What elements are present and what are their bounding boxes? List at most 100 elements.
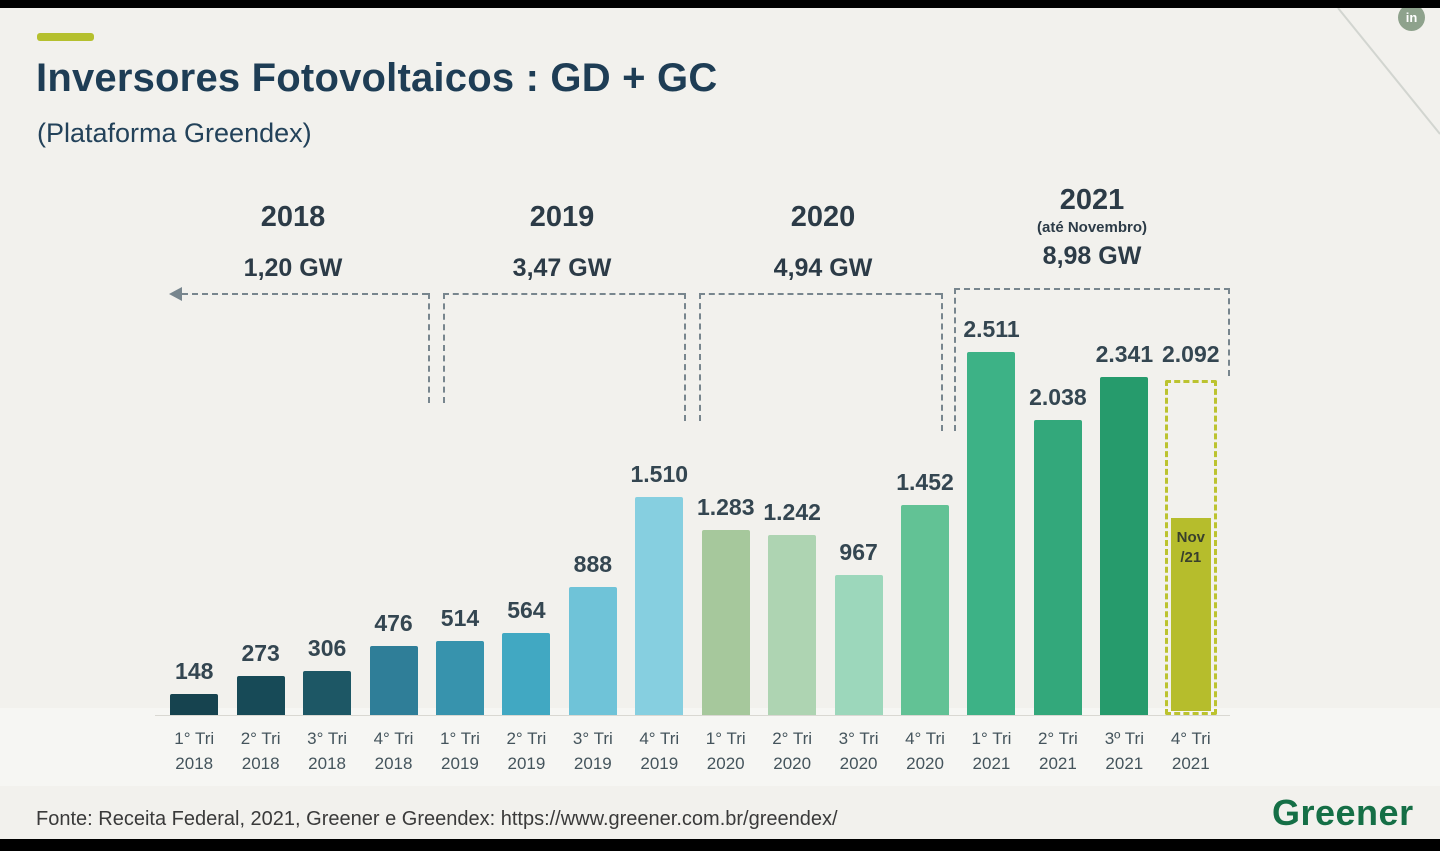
- bracket-2019-line: [443, 293, 684, 295]
- x-tick-label: 4° Tri 2020: [905, 729, 945, 773]
- bracket-2018-line: [182, 293, 428, 295]
- bar-column: 148: [161, 275, 227, 715]
- bar-column: Nov/21 2.092: [1158, 275, 1224, 715]
- bracket-2018-arrow-icon: [169, 287, 182, 301]
- x-tick-label: 4° Tri 2018: [373, 729, 414, 773]
- linkedin-icon[interactable]: in: [1398, 8, 1425, 31]
- year-group-2019: 2019 3,47 GW: [472, 201, 652, 283]
- bracket-2021-end: [1228, 288, 1230, 376]
- bar: [635, 497, 684, 715]
- bar-value-label: 1.283: [696, 494, 755, 520]
- bar-column: 1.242: [759, 275, 825, 715]
- bar: [568, 587, 617, 715]
- bar: [701, 530, 750, 715]
- x-tick-label: 2° Tri 2019: [506, 729, 547, 773]
- x-tick-label: 2° Tri 2020: [772, 729, 813, 773]
- bar: [435, 641, 484, 715]
- bracket-2020-start: [699, 293, 701, 421]
- partial-bar: Nov/21: [1170, 518, 1211, 711]
- bar-column: 967: [825, 275, 891, 715]
- bar: [834, 575, 883, 715]
- bar-column: 1.283: [693, 275, 759, 715]
- axis-band: [0, 708, 1440, 786]
- source-note: Fonte: Receita Federal, 2021, Greener e …: [36, 808, 838, 830]
- bar-value-label: 2.038: [1029, 384, 1087, 410]
- bracket-2018-end: [428, 293, 430, 403]
- bracket-2021-start: [954, 288, 956, 431]
- bar: [170, 694, 219, 715]
- year-total: 1,20 GW: [243, 254, 343, 282]
- bars: 148 273 306 476 514 564 888 1.510 1.283 1.242 967 1…: [161, 275, 1224, 715]
- x-tick-label: 3º Tri 2021: [1104, 729, 1144, 773]
- page-subtitle: (Plataforma Greendex): [37, 118, 312, 148]
- x-tick-label: 4° Tri 2021: [1170, 729, 1211, 773]
- bracket-2019-end: [684, 293, 686, 421]
- partial-bar-label: Nov/21: [1176, 529, 1205, 566]
- x-tick-label: 3° Tri 2019: [572, 729, 613, 773]
- year-total: 3,47 GW: [512, 254, 612, 282]
- year-total: 8,98 GW: [1042, 242, 1142, 270]
- x-tick-label: 1° Tri 2021: [971, 729, 1012, 773]
- bar-value-label: 1.242: [763, 499, 821, 525]
- bar: [502, 633, 551, 715]
- bar-column: 564: [493, 275, 559, 715]
- bar-value-label: 514: [440, 605, 480, 631]
- ticks: 1° Tri 2018 2° Tri 2018 3° Tri 2018 4° Tri 2018…: [161, 727, 1224, 776]
- year-label: 2020: [790, 201, 856, 233]
- year-group-2018: 2018 1,20 GW: [203, 201, 383, 283]
- page-title: Inversores Fotovoltaicos : GD + GC: [36, 56, 718, 100]
- x-tick-label: 3° Tri 2018: [307, 729, 348, 773]
- bar: [1033, 420, 1082, 715]
- slide-background: Inversores Fotovoltaicos : GD + GC (Plat…: [0, 8, 1440, 839]
- year-group-2020: 2020 4,94 GW: [733, 201, 913, 283]
- bar-column: 273: [227, 275, 293, 715]
- bar: [901, 505, 950, 715]
- bracket-2019-start: [443, 293, 445, 403]
- bar-value-label: 273: [241, 640, 280, 666]
- accent-dash: [37, 33, 94, 41]
- bar-column: 1.452: [892, 275, 958, 715]
- bar-column: 514: [427, 275, 493, 715]
- greener-logo: Greener: [1272, 792, 1414, 833]
- x-tick-label: 2° Tri 2018: [240, 729, 281, 773]
- bar: [236, 676, 285, 715]
- bar: [967, 352, 1016, 715]
- bar-column: 2.038: [1025, 275, 1091, 715]
- bar-column: 476: [360, 275, 426, 715]
- bar-value-label: 967: [839, 539, 878, 565]
- bar-value-label: 306: [307, 635, 347, 661]
- year-note: (até Novembro): [1036, 219, 1148, 236]
- year-total: 4,94 GW: [773, 254, 873, 282]
- year-label: 2019: [529, 201, 595, 233]
- projected-bar-outline: [1164, 380, 1217, 715]
- bar-column: 1.510: [626, 275, 692, 715]
- bar-value-label: 476: [374, 610, 413, 636]
- axis-baseline: [155, 715, 1230, 716]
- bar: [303, 671, 352, 715]
- bracket-2020-line: [699, 293, 941, 295]
- x-tick-label: 1° Tri 2018: [174, 729, 215, 773]
- x-tick-label: 1° Tri 2019: [440, 729, 480, 773]
- bar-value-label: 564: [507, 597, 546, 623]
- bar-column: 2.341: [1091, 275, 1157, 715]
- corner-diagonal-line: [1337, 8, 1440, 135]
- bar-value-label: 888: [573, 551, 613, 577]
- bar-value-label: 1.510: [630, 461, 689, 487]
- bar-value-label: 2.511: [963, 316, 1020, 342]
- year-label: 2021: [1059, 184, 1125, 216]
- x-tick-label: 2° Tri 2021: [1037, 729, 1078, 773]
- bar-column: 888: [560, 275, 626, 715]
- bar-value-label: 148: [175, 658, 214, 684]
- bar: [768, 535, 817, 715]
- bar: [369, 646, 418, 715]
- x-tick-label: 3° Tri 2020: [838, 729, 879, 773]
- bar-column: 2.511: [958, 275, 1024, 715]
- bracket-2021-line: [954, 288, 1230, 290]
- bar: [1100, 377, 1149, 715]
- year-label: 2018: [260, 201, 326, 233]
- x-tick-label: 4° Tri 2019: [639, 729, 680, 773]
- bar-value-label: 2.341: [1095, 341, 1154, 367]
- year-group-2021: 2021 (até Novembro) 8,98 GW: [1002, 184, 1182, 271]
- bar-value-label: 2.092: [1162, 341, 1220, 367]
- bar-value-label: 1.452: [896, 469, 954, 495]
